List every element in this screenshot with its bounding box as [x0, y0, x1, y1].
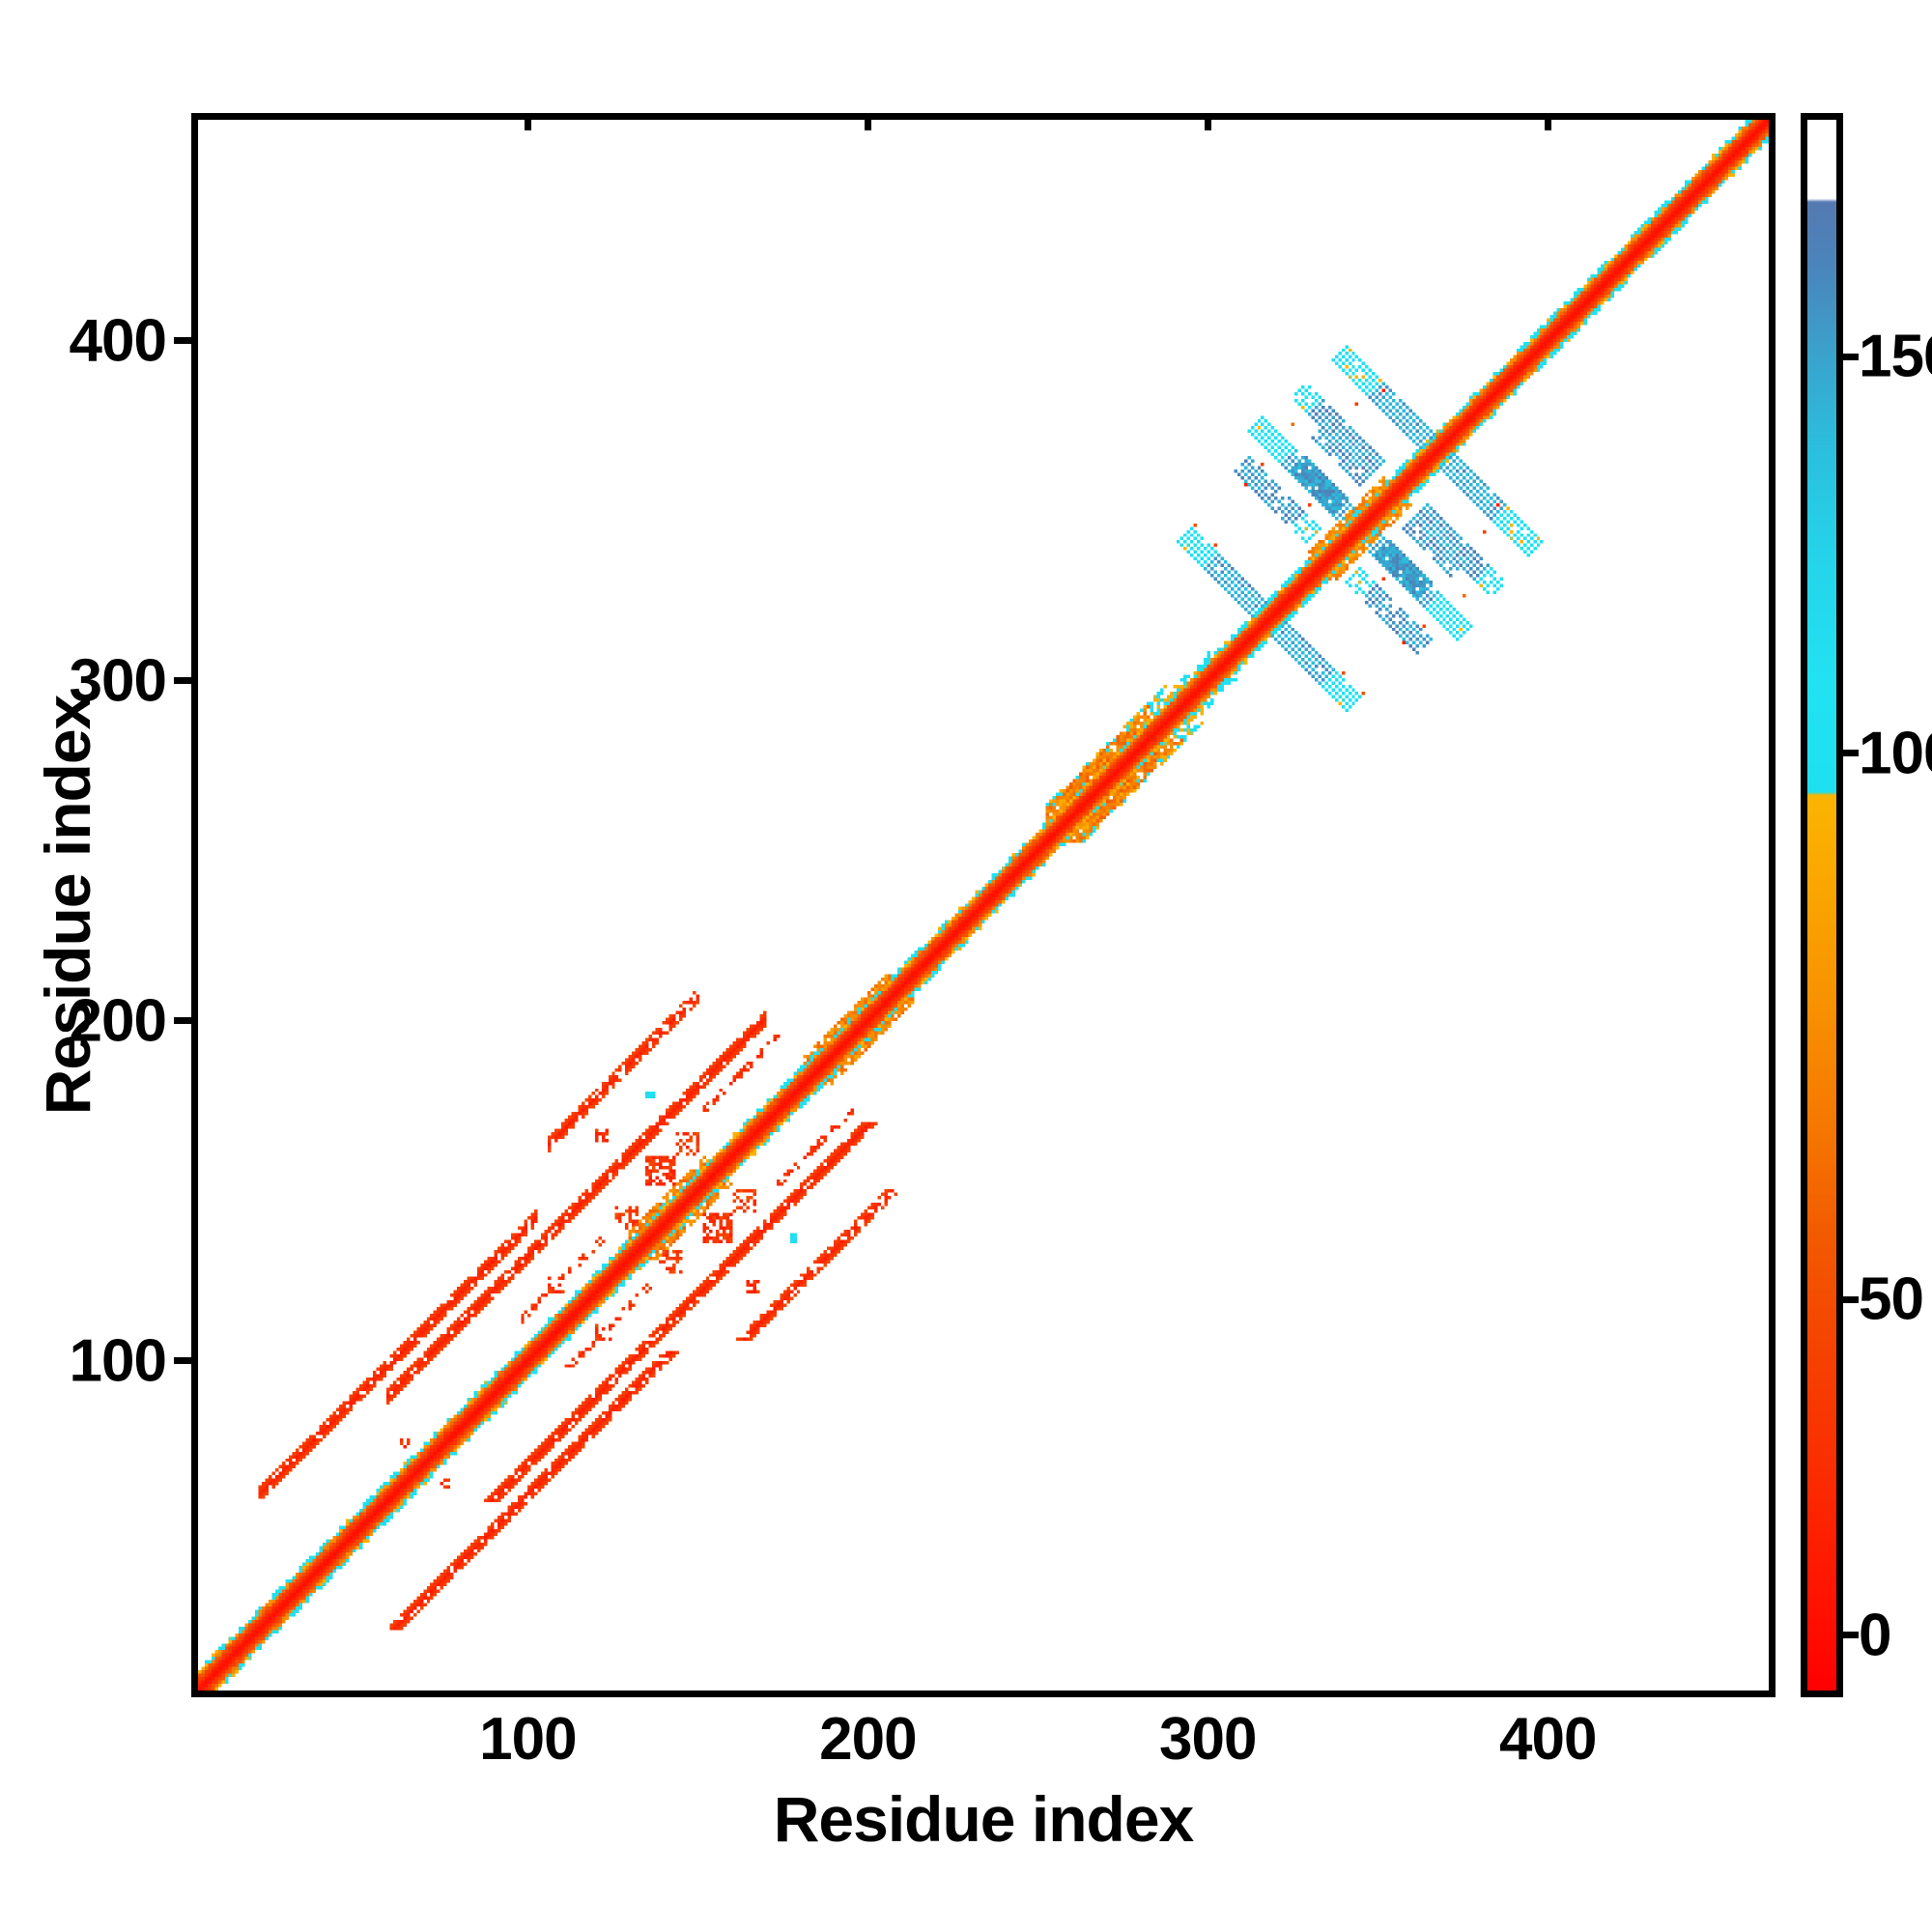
colorbar-tick: [1843, 1295, 1859, 1303]
colorbar: 0 50 100 150: [1801, 113, 1932, 1697]
x-axis-tick-label: 300: [1159, 1706, 1257, 1773]
y-axis-tick: [174, 1357, 191, 1365]
x-axis-tick: [864, 113, 871, 130]
y-axis-tick-label: 200: [69, 987, 167, 1055]
y-axis-tick-label: 400: [69, 307, 167, 375]
colorbar-tick: [1843, 353, 1859, 360]
y-axis-tick-label: 100: [69, 1327, 167, 1395]
colorbar-tick-label: 50: [1859, 1265, 1924, 1333]
colorbar-tick: [1843, 750, 1859, 757]
colorbar-tick: [1843, 1632, 1859, 1639]
colorbar-tick-label: 150: [1859, 323, 1932, 390]
y-axis-tick: [174, 337, 191, 345]
x-axis-tick: [1544, 113, 1551, 130]
plot-area: [191, 113, 1776, 1697]
x-axis-title: Residue index: [773, 1783, 1194, 1855]
colorbar-frame: [1801, 113, 1843, 1697]
x-axis-tick-label: 200: [819, 1706, 917, 1773]
x-axis-tick-label: 400: [1498, 1706, 1597, 1773]
y-axis-title: Residue index: [32, 695, 103, 1116]
y-axis-tick-label: 300: [69, 647, 167, 715]
y-axis-tick: [174, 677, 191, 685]
y-axis-tick: [174, 1017, 191, 1025]
colorbar-tick-label: 0: [1859, 1602, 1891, 1669]
colorbar-tick-label: 100: [1859, 720, 1932, 787]
x-axis-tick: [524, 113, 531, 130]
x-axis-tick: [1204, 113, 1211, 130]
colorbar-gradient: [1807, 120, 1836, 1690]
x-axis-tick-label: 100: [479, 1706, 577, 1773]
contact-map-heatmap: [198, 120, 1769, 1690]
